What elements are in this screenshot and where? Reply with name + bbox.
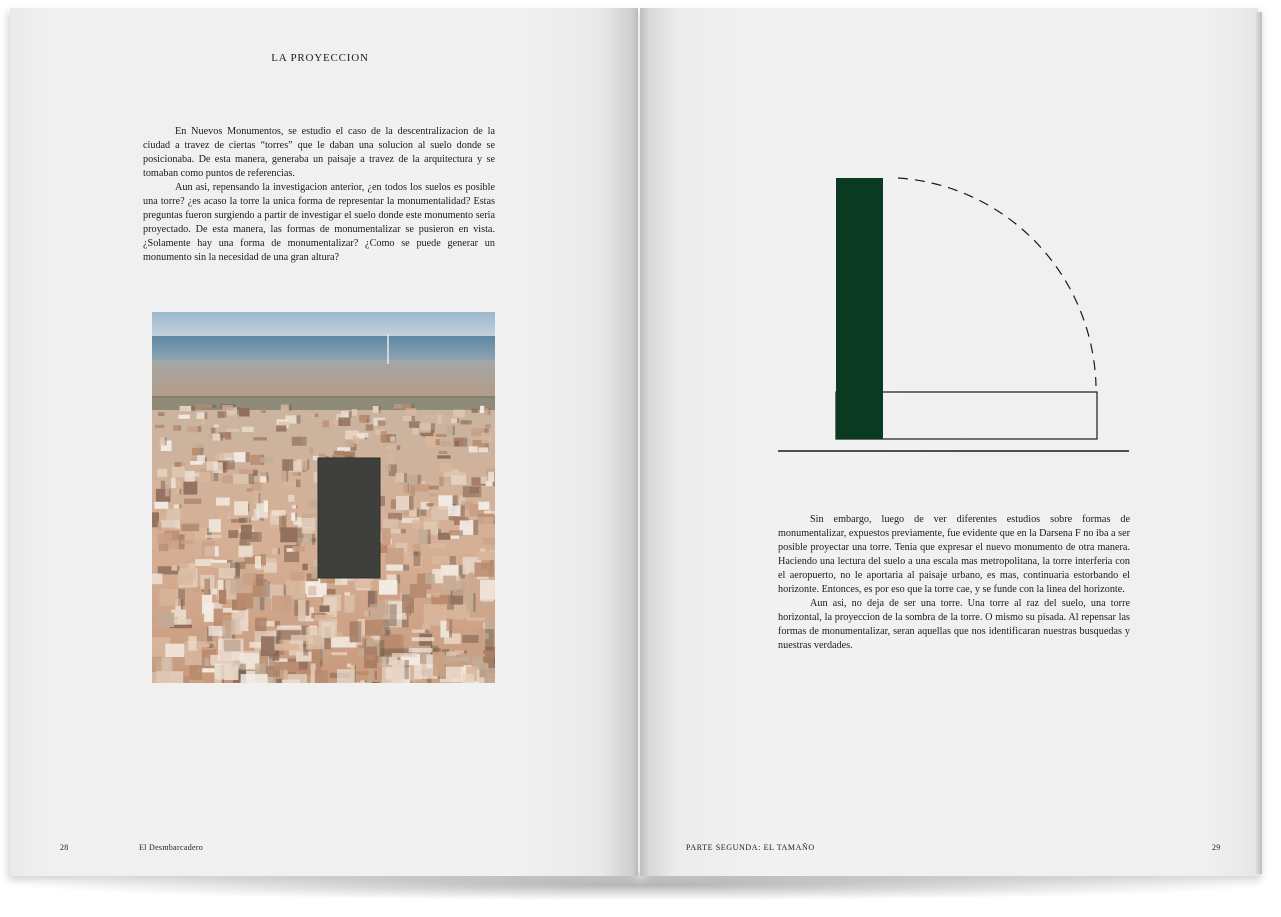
left-body-text: En Nuevos Monumentos, se estudio el caso… (143, 125, 495, 265)
fall-arc (897, 177, 1097, 387)
right-paragraph-1: Sin embargo, luego de ver diferentes est… (778, 514, 1130, 595)
page-edge (1256, 12, 1262, 874)
right-page-number: 29 (1212, 843, 1221, 852)
left-page-number: 28 (60, 843, 69, 852)
vertical-tower (836, 178, 883, 439)
right-footer-title: PARTE SEGUNDA: EL TAMAÑO (686, 843, 815, 852)
tower-projection-diagram (776, 170, 1132, 465)
right-body-text: Sin embargo, luego de ver diferentes est… (778, 513, 1130, 653)
left-paragraph-1: En Nuevos Monumentos, se estudio el caso… (143, 126, 495, 179)
right-paragraph-2: Aun asi, no deja de ser una torre. Una t… (778, 598, 1130, 651)
city-aerial-photo (152, 312, 495, 683)
left-paragraph-2: Aun asi, repensando la investigacion ant… (143, 182, 495, 263)
left-footer-title: El Desmbarcadero (139, 843, 204, 852)
section-title: LA PROYECCION (271, 52, 369, 64)
right-page (640, 8, 1258, 876)
